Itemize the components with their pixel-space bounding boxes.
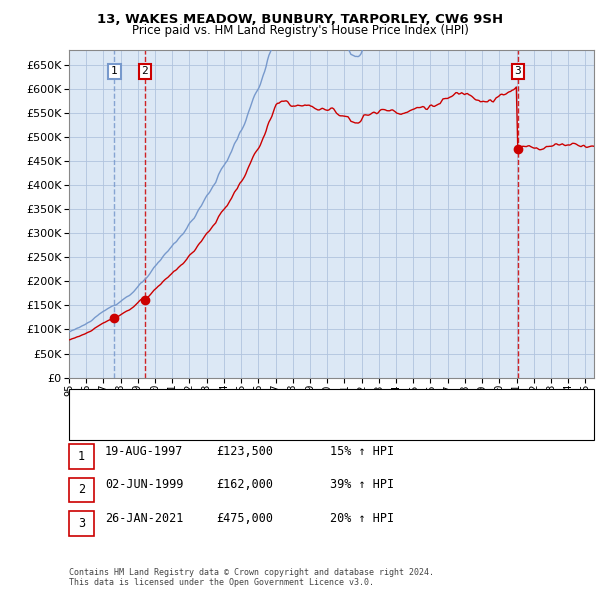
Text: HPI: Average price, detached house, Cheshire East: HPI: Average price, detached house, Ches… — [121, 421, 428, 431]
Text: 19-AUG-1997: 19-AUG-1997 — [105, 445, 184, 458]
Text: 3: 3 — [78, 517, 85, 530]
Text: 26-JAN-2021: 26-JAN-2021 — [105, 512, 184, 525]
Text: 39% ↑ HPI: 39% ↑ HPI — [330, 478, 394, 491]
Text: 1: 1 — [111, 67, 118, 77]
Text: Contains HM Land Registry data © Crown copyright and database right 2024.: Contains HM Land Registry data © Crown c… — [69, 568, 434, 577]
Text: 1: 1 — [78, 450, 85, 463]
Text: 2: 2 — [78, 483, 85, 496]
Text: £475,000: £475,000 — [216, 512, 273, 525]
Text: 02-JUN-1999: 02-JUN-1999 — [105, 478, 184, 491]
Text: Price paid vs. HM Land Registry's House Price Index (HPI): Price paid vs. HM Land Registry's House … — [131, 24, 469, 37]
Text: 15% ↑ HPI: 15% ↑ HPI — [330, 445, 394, 458]
Text: 20% ↑ HPI: 20% ↑ HPI — [330, 512, 394, 525]
Text: 13, WAKES MEADOW, BUNBURY, TARPORLEY, CW6 9SH (detached house): 13, WAKES MEADOW, BUNBURY, TARPORLEY, CW… — [121, 398, 509, 408]
Text: This data is licensed under the Open Government Licence v3.0.: This data is licensed under the Open Gov… — [69, 578, 374, 588]
Text: 2: 2 — [142, 67, 148, 77]
Text: £162,000: £162,000 — [216, 478, 273, 491]
Text: 13, WAKES MEADOW, BUNBURY, TARPORLEY, CW6 9SH: 13, WAKES MEADOW, BUNBURY, TARPORLEY, CW… — [97, 13, 503, 26]
Text: 3: 3 — [514, 67, 521, 77]
Text: £123,500: £123,500 — [216, 445, 273, 458]
